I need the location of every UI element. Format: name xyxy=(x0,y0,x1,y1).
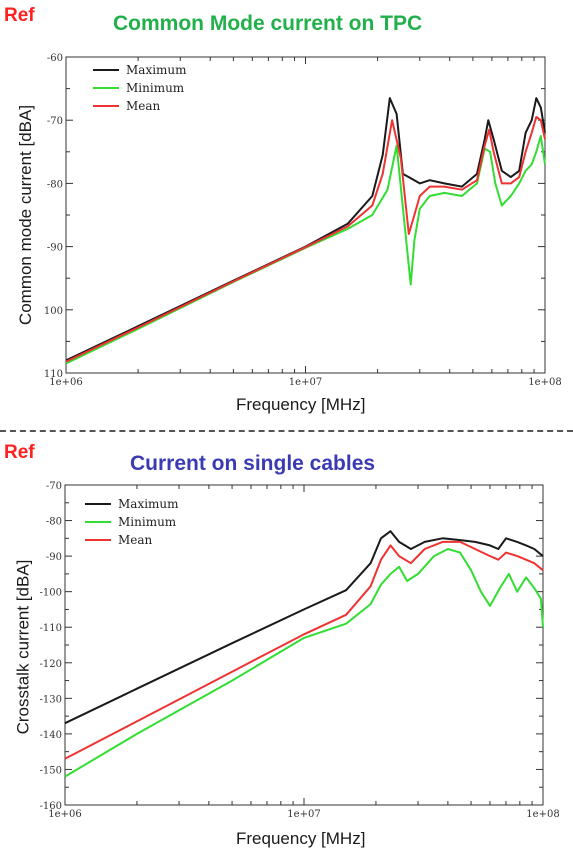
series-line-maximum xyxy=(64,530,544,725)
series-line-mean xyxy=(65,116,546,363)
series-line-minimum xyxy=(64,548,544,778)
y-tick-label: -100 xyxy=(40,588,62,599)
legend-label-mean: Mean xyxy=(126,99,161,113)
y-tick-label: -160 xyxy=(40,801,62,812)
ref-label: Ref xyxy=(4,442,35,463)
x-tick-label: 1e+06 xyxy=(48,809,81,820)
legend-label-mean: Mean xyxy=(118,533,153,547)
chart-panel-single-cables: Ref Current on single cables 1e+06 1e+07 1… xyxy=(0,437,573,857)
crosstalk-chart: 1e+06 1e+07 1e+08 -70 -80 -90 -100 -110 -120 -130… xyxy=(40,481,560,820)
chart-title: Current on single cables xyxy=(130,452,376,475)
common-mode-chart: 1e+06 1e+07 1e+08 -60 -70 -80 -90 100 110 Maximum… xyxy=(44,53,562,388)
series-line-maximum xyxy=(65,97,546,362)
y-tick-label: -70 xyxy=(46,481,62,492)
plot-area xyxy=(65,56,546,374)
legend-label-minimum: Minimum xyxy=(126,81,185,95)
y-tick-label: -60 xyxy=(47,53,63,64)
y-tick-label: -90 xyxy=(46,552,62,563)
y-tick-label: 110 xyxy=(44,369,63,380)
x-tick-label: 1e+06 xyxy=(49,377,82,388)
x-tick-label: 1e+08 xyxy=(528,377,561,388)
panel-divider xyxy=(0,430,573,432)
y-tick-label: 100 xyxy=(44,306,63,317)
x-tick-label: 1e+07 xyxy=(287,809,320,820)
y-axis-label: Crosstalk current [dBA] xyxy=(13,559,32,735)
y-tick-label: -140 xyxy=(40,730,62,741)
y-tick-label: -130 xyxy=(40,694,62,705)
y-tick-label: -110 xyxy=(40,623,62,634)
y-tick-label: -120 xyxy=(40,659,62,670)
legend-label-maximum: Maximum xyxy=(118,497,179,511)
x-axis-label: Frequency [MHz] xyxy=(236,829,366,848)
legend-label-maximum: Maximum xyxy=(126,63,187,77)
legend-label-minimum: Minimum xyxy=(118,515,177,529)
y-axis-label: Common mode current [dBA] xyxy=(16,104,35,326)
x-tick-label: 1e+07 xyxy=(289,377,322,388)
y-tick-label: -150 xyxy=(40,765,62,776)
series-line-mean xyxy=(64,540,544,760)
y-tick-label: -70 xyxy=(47,116,63,127)
series-line-minimum xyxy=(65,135,546,365)
ref-label: Ref xyxy=(4,5,35,26)
y-tick-label: -80 xyxy=(46,517,62,528)
chart-panel-common-mode: Ref Common Mode current on TPC 1e+06 1e+0… xyxy=(0,0,573,420)
y-tick-label: -80 xyxy=(47,179,63,190)
y-tick-label: -90 xyxy=(47,243,63,254)
x-tick-label: 1e+08 xyxy=(526,809,559,820)
plot-area xyxy=(64,484,544,806)
x-axis-label: Frequency [MHz] xyxy=(236,395,366,414)
chart-title: Common Mode current on TPC xyxy=(113,12,423,35)
